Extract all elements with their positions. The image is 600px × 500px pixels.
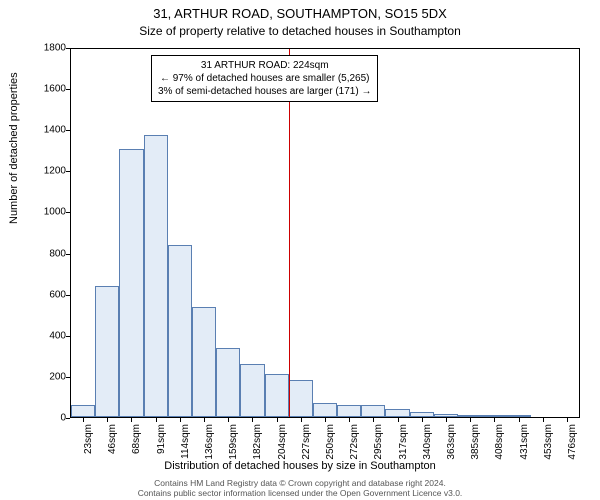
y-tick-mark (66, 336, 70, 337)
reference-line (289, 49, 290, 417)
x-tick-mark (204, 418, 205, 422)
histogram-bar (434, 414, 458, 417)
y-tick-mark (66, 89, 70, 90)
x-tick-mark (398, 418, 399, 422)
chart-title: 31, ARTHUR ROAD, SOUTHAMPTON, SO15 5DX (0, 6, 600, 21)
x-tick-mark (325, 418, 326, 422)
y-tick-label: 1600 (44, 84, 66, 95)
y-tick-mark (66, 48, 70, 49)
y-tick-label: 1400 (44, 125, 66, 136)
x-tick-mark (228, 418, 229, 422)
x-tick-mark (349, 418, 350, 422)
y-tick-label: 200 (49, 371, 66, 382)
y-axis-label: Number of detached properties (8, 72, 20, 224)
chart-subtitle: Size of property relative to detached ho… (0, 24, 600, 38)
histogram-bar (119, 149, 143, 417)
histogram-bar (71, 405, 95, 417)
x-tick-mark (470, 418, 471, 422)
plot-area: 31 ARTHUR ROAD: 224sqm ← 97% of detached… (70, 48, 580, 418)
histogram-bar (144, 135, 168, 417)
x-tick-mark (180, 418, 181, 422)
y-tick-label: 1800 (44, 43, 66, 54)
x-axis-label: Distribution of detached houses by size … (0, 460, 600, 472)
histogram-bar (506, 415, 530, 417)
footer-line-2: Contains public sector information licen… (0, 488, 600, 498)
x-tick-mark (301, 418, 302, 422)
x-tick-mark (543, 418, 544, 422)
annotation-line-2: ← 97% of detached houses are smaller (5,… (158, 72, 371, 85)
x-tick-mark (252, 418, 253, 422)
histogram-bar (313, 403, 337, 417)
histogram-bar (240, 364, 264, 417)
footer-attribution: Contains HM Land Registry data © Crown c… (0, 478, 600, 498)
y-tick-mark (66, 254, 70, 255)
x-tick-mark (277, 418, 278, 422)
histogram-bar (385, 409, 409, 417)
histogram-bar (337, 405, 361, 417)
footer-line-1: Contains HM Land Registry data © Crown c… (0, 478, 600, 488)
y-tick-mark (66, 295, 70, 296)
x-tick-mark (567, 418, 568, 422)
histogram-bar (192, 307, 216, 417)
x-tick-mark (519, 418, 520, 422)
annotation-line-1: 31 ARTHUR ROAD: 224sqm (158, 59, 371, 72)
y-tick-mark (66, 418, 70, 419)
x-tick-mark (373, 418, 374, 422)
y-tick-mark (66, 377, 70, 378)
x-tick-mark (83, 418, 84, 422)
y-tick-mark (66, 212, 70, 213)
x-tick-mark (422, 418, 423, 422)
y-tick-mark (66, 171, 70, 172)
histogram-bar (168, 245, 192, 417)
y-tick-label: 1200 (44, 166, 66, 177)
x-tick-mark (446, 418, 447, 422)
x-tick-mark (156, 418, 157, 422)
y-tick-mark (66, 130, 70, 131)
x-tick-mark (131, 418, 132, 422)
y-tick-label: 1000 (44, 207, 66, 218)
y-tick-label: 800 (49, 248, 66, 259)
histogram-bar (289, 380, 313, 417)
histogram-bar (458, 415, 482, 417)
x-tick-mark (107, 418, 108, 422)
annotation-box: 31 ARTHUR ROAD: 224sqm ← 97% of detached… (151, 55, 378, 102)
histogram-bar (361, 405, 385, 417)
y-tick-label: 400 (49, 330, 66, 341)
histogram-bar (216, 348, 240, 418)
y-tick-label: 600 (49, 289, 66, 300)
histogram-bar (95, 286, 119, 417)
histogram-bar (410, 412, 434, 417)
x-tick-mark (494, 418, 495, 422)
histogram-bar (482, 415, 506, 417)
histogram-bar (265, 374, 289, 417)
figure-container: 31, ARTHUR ROAD, SOUTHAMPTON, SO15 5DX S… (0, 0, 600, 500)
annotation-line-3: 3% of semi-detached houses are larger (1… (158, 85, 371, 98)
